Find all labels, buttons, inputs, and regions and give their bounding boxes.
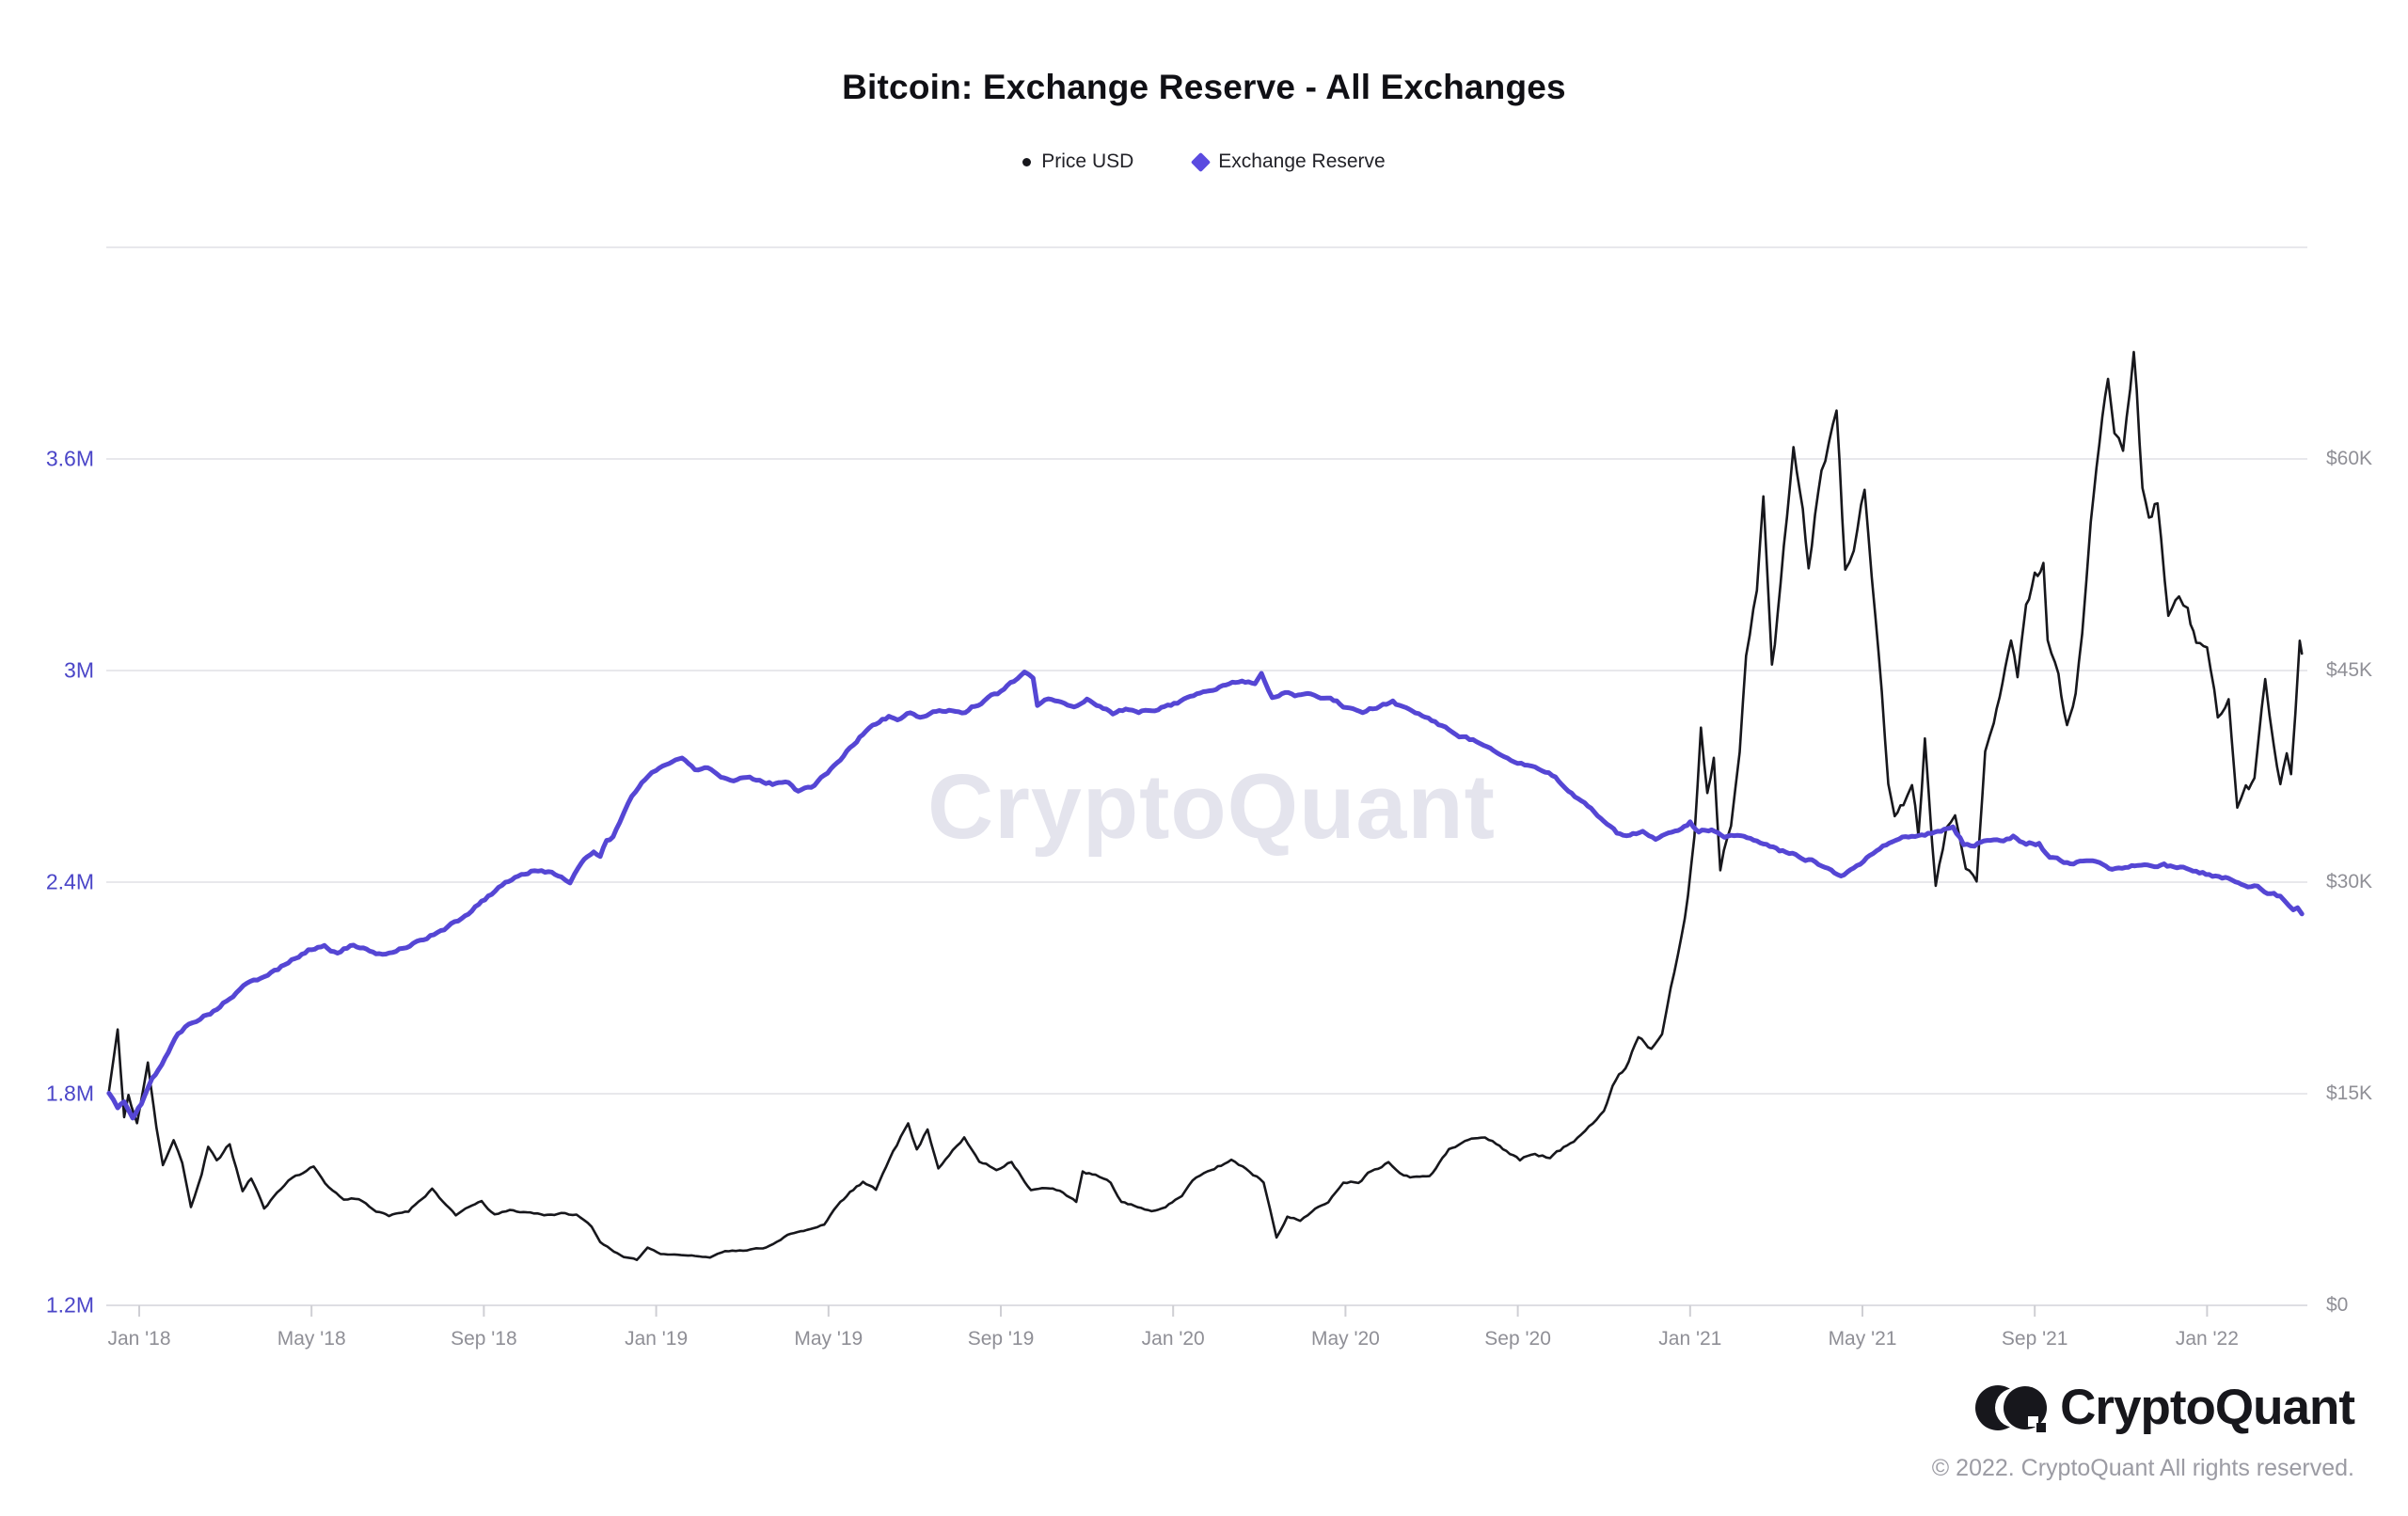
y-axis-label-left: 1.2M: [45, 1292, 94, 1318]
exchange-reserve-line: [106, 670, 2305, 1121]
x-axis-label: May '20: [1310, 1328, 1380, 1350]
x-axis-ticks: [138, 1305, 2209, 1317]
legend-label-reserve: Exchange Reserve: [1218, 150, 1386, 172]
chart-legend: Price USD Exchange Reserve: [0, 150, 2408, 173]
x-axis-label: Jan '20: [1141, 1328, 1205, 1350]
chart-title: Bitcoin: Exchange Reserve - All Exchange…: [842, 68, 1566, 106]
legend-item-exchange-reserve[interactable]: Exchange Reserve: [1191, 150, 1386, 173]
cryptoquant-logo-icon: [1975, 1384, 2048, 1432]
y-axis-label-right: $45K: [2326, 659, 2373, 681]
x-axis-label: Sep '18: [451, 1328, 517, 1350]
footer-copyright: © 2022. CryptoQuant All rights reserved.: [1931, 1455, 2354, 1481]
y-axis-label-right: $30K: [2326, 871, 2373, 892]
footer-logo: CryptoQuant: [1975, 1379, 2355, 1436]
price-dot-icon: [1022, 157, 1032, 166]
y-axis-label-right: $15K: [2326, 1082, 2373, 1104]
price-usd-line: [107, 351, 2304, 1261]
y-axis-label-left: 2.4M: [45, 869, 94, 894]
x-axis-label: Jan '19: [625, 1328, 689, 1350]
footer-brand-text: CryptoQuant: [2060, 1380, 2355, 1435]
x-axis-label: Jan '22: [2175, 1328, 2239, 1350]
x-axis-label: May '18: [277, 1328, 346, 1350]
gridlines: [106, 246, 2307, 1306]
y-axis-label-right: $0: [2326, 1294, 2349, 1316]
y-axis-label-right: $60K: [2326, 448, 2373, 469]
x-axis-label: Sep '20: [1484, 1328, 1551, 1350]
x-axis-label: May '19: [794, 1328, 863, 1350]
legend-item-price-usd[interactable]: Price USD: [1022, 150, 1133, 173]
x-axis-label: Jan '18: [107, 1328, 171, 1350]
cryptoquant-watermark: CryptoQuant: [927, 754, 1496, 860]
x-axis-label: Sep '21: [2001, 1328, 2068, 1350]
x-axis-label: Jan '21: [1658, 1328, 1722, 1350]
plot-area[interactable]: [106, 247, 2310, 1305]
x-axis-label: Sep '19: [967, 1328, 1035, 1350]
y-axis-label-left: 3.6M: [45, 446, 94, 471]
y-axis-label-left: 1.8M: [45, 1081, 94, 1106]
x-axis-label: May '21: [1828, 1328, 1897, 1350]
y-axis-label-left: 3M: [64, 657, 94, 683]
legend-label-price: Price USD: [1041, 150, 1134, 172]
